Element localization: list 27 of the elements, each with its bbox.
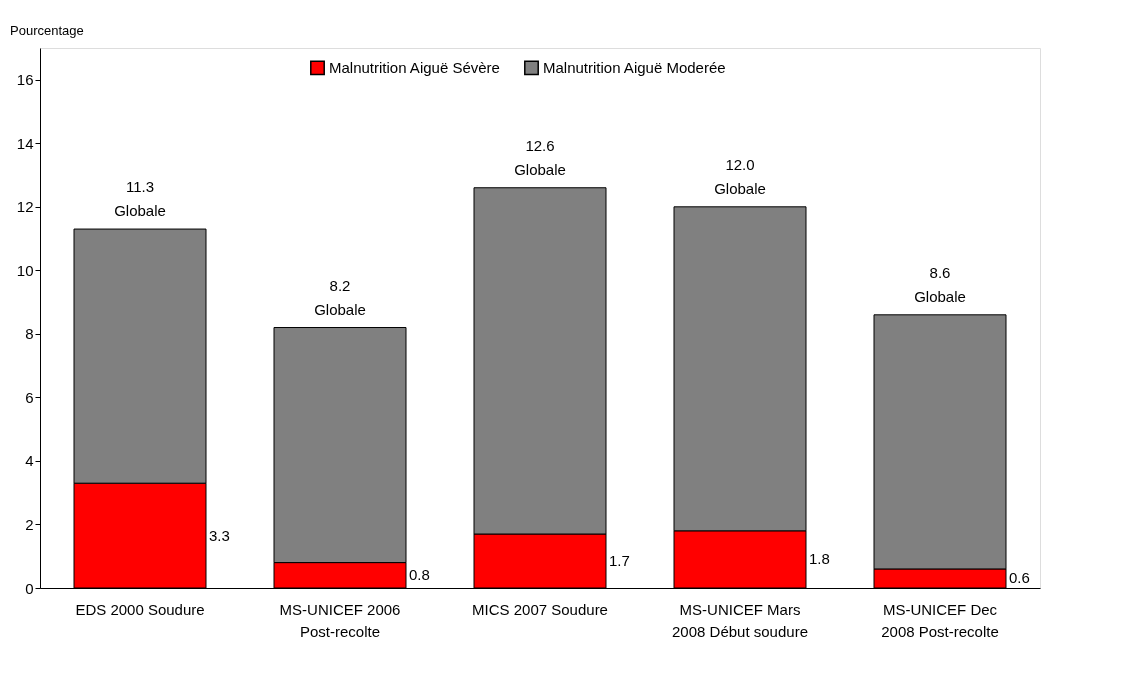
y-tick-label: 14 <box>16 134 34 152</box>
data-label: 1.8 <box>809 550 830 568</box>
data-label: 3.3 <box>209 526 230 544</box>
x-tick-label: MS-UNICEF Mars 2008 Début soudure <box>672 600 808 640</box>
y-tick-label: 8 <box>25 325 34 343</box>
total-label: 8.6 Globale <box>914 263 966 305</box>
total-label: 8.2 Globale <box>314 276 366 318</box>
y-axis-title: Pourcentage <box>10 23 84 38</box>
y-tick-label: 16 <box>16 71 34 89</box>
x-tick-label: MS-UNICEF Dec 2008 Post-recolte <box>881 600 999 640</box>
x-tick-label: EDS 2000 Soudure <box>75 600 205 618</box>
y-tick-label: 0 <box>25 579 34 597</box>
x-tick-label: MS-UNICEF 2006 Post-recolte <box>279 600 401 640</box>
data-label: 0.8 <box>409 566 430 584</box>
data-label: 0.6 <box>1009 569 1030 587</box>
y-tick-label: 2 <box>25 515 34 533</box>
data-label: 1.7 <box>609 552 630 569</box>
y-tick-label: 10 <box>16 261 34 279</box>
legend-label: Malnutrition Aiguë Moderée <box>543 58 726 76</box>
y-tick-label: 12 <box>16 198 34 216</box>
y-tick-label: 4 <box>25 452 34 470</box>
legend-label: Malnutrition Aiguë Sévère <box>329 58 500 76</box>
x-tick-label: MICS 2007 Soudure <box>472 600 608 618</box>
total-label: 12.6 Globale <box>514 136 566 178</box>
y-tick-label: 6 <box>25 388 34 406</box>
total-label: 11.3 Globale <box>114 178 166 220</box>
total-label: 12.0 Globale <box>714 155 766 197</box>
